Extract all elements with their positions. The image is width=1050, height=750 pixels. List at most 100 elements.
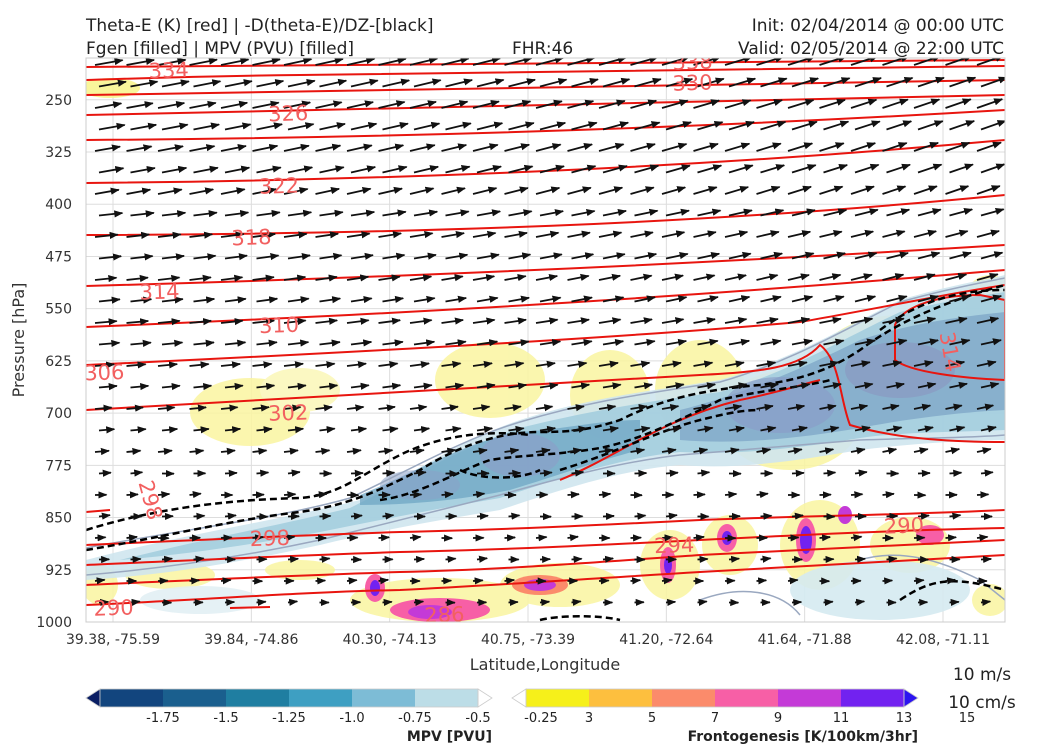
wind-vector — [508, 121, 535, 131]
wind-vector — [220, 58, 250, 66]
wind-vector — [634, 121, 661, 131]
wind-vector — [756, 99, 783, 109]
wind-vector — [94, 577, 106, 585]
wind-vector — [350, 382, 370, 390]
wind-vector — [976, 141, 1002, 152]
wind-vector — [378, 404, 396, 412]
wind-vector — [882, 185, 907, 195]
wind-vector — [1009, 318, 1030, 323]
wind-vector — [224, 209, 250, 218]
wind-vector — [760, 512, 773, 520]
wind-vector — [791, 382, 811, 390]
wind-vector — [854, 163, 880, 174]
wind-vector — [508, 209, 533, 217]
wind-vector — [760, 338, 782, 346]
wind-vector — [760, 208, 785, 217]
wind-vector — [256, 209, 281, 218]
wind-vector — [98, 339, 121, 348]
wind-vector — [130, 339, 152, 347]
wind-vector — [791, 512, 804, 520]
wind-vector — [189, 404, 207, 412]
wind-vector — [445, 382, 465, 390]
wind-vector — [949, 208, 974, 217]
wind-vector — [126, 101, 154, 109]
wind-vector — [94, 58, 124, 66]
wind-vector — [98, 296, 121, 304]
wind-vector — [661, 447, 677, 455]
wind-vector — [346, 58, 376, 66]
wind-vector — [850, 491, 864, 499]
x-tick-label: 40.75, -73.39 — [481, 632, 575, 648]
wind-vector — [441, 317, 465, 325]
wind-vector — [913, 273, 936, 281]
wind-vector — [945, 98, 972, 109]
wind-vector — [130, 79, 159, 88]
wind-vector — [504, 143, 531, 152]
wind-vector — [193, 296, 216, 304]
wind-vector — [980, 555, 993, 563]
colorbar-extend-min — [85, 688, 101, 708]
wind-vector — [346, 231, 371, 239]
wind-vector — [728, 555, 741, 563]
wind-vector — [413, 598, 425, 606]
wind-vector — [697, 469, 711, 477]
wind-vector — [980, 338, 1002, 346]
wind-vector — [886, 120, 913, 131]
mpv-colorbar-title: MPV [PVU] — [407, 729, 492, 745]
wind-vector — [661, 360, 682, 368]
wind-vector — [409, 447, 425, 455]
wind-vector — [949, 120, 976, 131]
wind-vector — [378, 577, 390, 585]
wind-vector — [819, 185, 844, 195]
wind-vector — [976, 316, 1000, 324]
theta-e-contour-label: 306 — [84, 360, 125, 385]
wind-vector — [850, 229, 875, 238]
wind-vector — [193, 79, 222, 88]
wind-vector — [886, 251, 909, 260]
wind-vector — [756, 447, 772, 455]
wind-vector — [567, 186, 592, 195]
fgen-colorbar-title: Frontogenesis [K/100km/3hr] — [688, 729, 918, 745]
wind-vector — [504, 404, 522, 412]
wind-vector — [886, 77, 914, 88]
wind-vector — [315, 274, 338, 282]
theta-e-contour-label: 310 — [259, 313, 300, 338]
wind-vector — [287, 598, 299, 606]
wind-vector — [378, 534, 391, 542]
wind-vector — [949, 338, 971, 346]
wind-vector — [94, 187, 120, 195]
wind-vector — [602, 121, 630, 131]
wind-vector — [598, 230, 623, 238]
wind-vector — [193, 210, 218, 218]
wind-vector — [949, 469, 963, 477]
wind-vector — [94, 101, 123, 109]
wind-vector — [886, 208, 911, 217]
theta-e-contour-label: 298 — [249, 526, 290, 551]
colorbar-tick-label: -1.0 — [339, 711, 364, 726]
wind-vector — [287, 209, 313, 217]
colorbar-segment — [163, 689, 227, 707]
wind-vector — [94, 231, 119, 240]
wind-vector — [791, 120, 818, 131]
wind-vector — [224, 469, 238, 477]
wind-vector — [945, 185, 970, 195]
wind-vector — [819, 360, 840, 368]
wind-vector — [598, 317, 622, 325]
wind-vector — [508, 469, 522, 477]
wind-vector — [287, 555, 300, 563]
wind-vector — [882, 403, 900, 411]
wind-vector — [728, 164, 754, 174]
wind-vector — [319, 382, 339, 390]
wind-vector — [409, 491, 423, 499]
wind-vector — [98, 253, 123, 261]
wind-vector — [504, 534, 517, 542]
wind-vector — [976, 403, 995, 411]
wind-vector — [756, 185, 781, 195]
wind-vector — [630, 404, 648, 412]
wind-vector — [224, 382, 244, 391]
wind-vector — [634, 295, 656, 303]
wind-vector — [724, 403, 743, 412]
wind-vector — [382, 209, 407, 217]
wind-vector — [283, 447, 299, 455]
wind-vector — [287, 339, 310, 347]
